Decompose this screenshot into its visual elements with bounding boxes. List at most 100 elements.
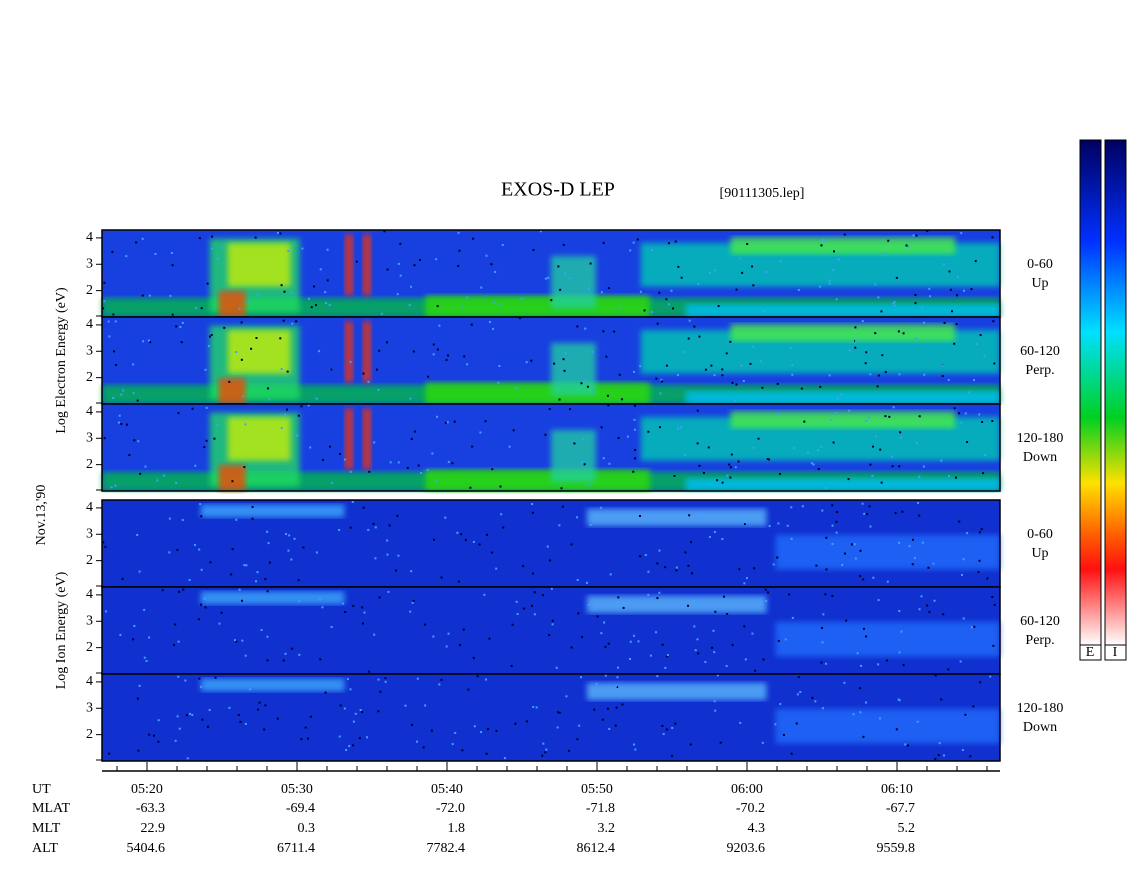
noise [483, 593, 486, 596]
noise [905, 244, 908, 247]
noise [918, 415, 921, 418]
noise [664, 666, 667, 669]
noise [644, 554, 647, 557]
noise [451, 462, 454, 465]
noise [312, 285, 315, 288]
noise [918, 608, 921, 611]
noise [211, 235, 214, 238]
noise [424, 704, 427, 707]
noise [777, 522, 780, 525]
noise [462, 306, 465, 309]
noise [178, 590, 181, 593]
noise [746, 242, 749, 245]
noise [201, 718, 204, 721]
x-tick-label: 05:40 [431, 782, 463, 797]
noise [779, 702, 782, 705]
noise [791, 373, 794, 376]
noise [200, 568, 203, 571]
noise [633, 428, 636, 431]
noise [491, 468, 494, 471]
noise [487, 728, 490, 731]
noise [352, 604, 355, 607]
noise [182, 588, 185, 591]
noise [825, 662, 828, 665]
noise [502, 526, 505, 529]
noise [958, 412, 961, 415]
noise [112, 313, 115, 316]
noise [214, 676, 217, 679]
noise [469, 486, 472, 489]
noise [862, 735, 865, 738]
noise [456, 531, 459, 534]
noise [247, 301, 250, 304]
noise [244, 722, 247, 725]
noise [734, 466, 737, 469]
colorbar-box [1104, 644, 1127, 661]
noise [338, 735, 341, 738]
noise [893, 304, 896, 307]
noise [859, 575, 862, 578]
noise [445, 358, 448, 361]
noise [739, 257, 742, 260]
noise [541, 754, 544, 757]
y-tick-label: 4 [86, 674, 93, 689]
noise [969, 755, 972, 758]
noise [951, 310, 954, 313]
row-value: 22.9 [141, 821, 166, 836]
noise [943, 321, 946, 324]
noise [828, 374, 831, 377]
noise [887, 239, 890, 242]
noise [713, 531, 716, 534]
noise [399, 242, 402, 245]
noise [143, 656, 146, 659]
noise [383, 230, 386, 233]
noise [688, 514, 691, 517]
y-tick-label: 2 [86, 553, 93, 568]
noise [208, 708, 211, 711]
noise [555, 666, 558, 669]
noise [815, 564, 818, 567]
noise [912, 234, 915, 237]
noise [729, 466, 732, 469]
noise [687, 337, 690, 340]
noise [911, 538, 914, 541]
noise [821, 509, 824, 512]
noise [324, 291, 327, 294]
noise [714, 610, 717, 613]
noise [877, 296, 880, 299]
noise [200, 515, 203, 518]
y-tick-label: 4 [86, 587, 93, 602]
y-tick-label: 3 [86, 613, 93, 628]
noise [607, 404, 610, 407]
noise [888, 415, 891, 418]
noise [874, 283, 877, 286]
noise [821, 641, 824, 644]
noise [472, 656, 475, 659]
noise [470, 323, 473, 326]
noise [362, 506, 365, 509]
noise [609, 573, 612, 576]
spectrogram-feature [775, 708, 1000, 744]
noise [972, 705, 975, 708]
noise [149, 341, 152, 344]
noise [570, 543, 573, 546]
noise [795, 722, 798, 725]
noise [431, 452, 434, 455]
noise [877, 663, 880, 666]
noise [361, 622, 364, 625]
x-tick-label: 05:20 [131, 782, 163, 797]
noise [512, 429, 515, 432]
noise [296, 434, 299, 437]
noise [622, 606, 625, 609]
noise [532, 705, 535, 708]
noise [879, 448, 882, 451]
noise [135, 241, 138, 244]
noise [302, 546, 305, 549]
noise [435, 258, 438, 261]
noise [268, 398, 271, 401]
noise [992, 320, 995, 323]
noise [606, 394, 609, 397]
noise [918, 475, 921, 478]
row-value: -69.4 [286, 801, 315, 816]
noise [698, 335, 701, 338]
